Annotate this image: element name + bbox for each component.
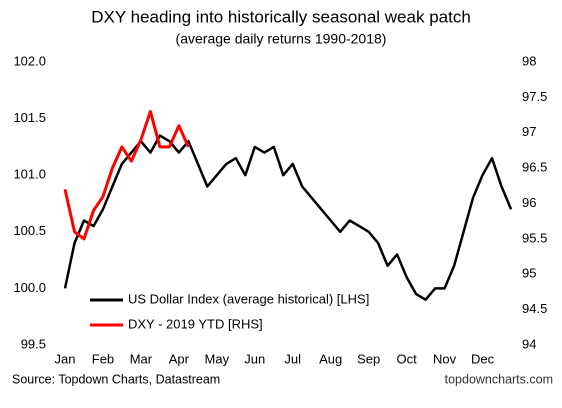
y-tick-label: 99.5 (21, 336, 46, 351)
y-tick-label: 101.5 (13, 110, 46, 125)
y2-tick-label: 95.5 (522, 230, 547, 245)
x-tick-label: Dec (471, 351, 495, 366)
chart-subtitle: (average daily returns 1990-2018) (176, 31, 387, 47)
watermark: topdowncharts.com (445, 372, 553, 386)
x-tick-label: May (205, 351, 230, 366)
x-tick-label: Mar (130, 351, 153, 366)
x-tick-label: Nov (433, 351, 457, 366)
x-tick-label: Sep (357, 351, 380, 366)
y-tick-label: 102.0 (13, 53, 46, 68)
y-tick-label: 100.5 (13, 223, 46, 238)
y2-tick-label: 94 (522, 336, 536, 351)
legend-label: DXY - 2019 YTD [RHS] (128, 316, 263, 331)
x-tick-label: Jun (244, 351, 265, 366)
y2-tick-label: 97 (522, 124, 536, 139)
chart-title: DXY heading into historically seasonal w… (91, 7, 471, 26)
legend-label: US Dollar Index (average historical) [LH… (128, 291, 369, 306)
y2-tick-label: 96 (522, 195, 536, 210)
y2-tick-label: 96.5 (522, 160, 547, 175)
x-tick-label: Feb (92, 351, 114, 366)
y2-tick-label: 97.5 (522, 89, 547, 104)
data-line (63, 110, 190, 241)
x-tick-label: Jan (55, 351, 76, 366)
x-tick-label: Oct (396, 351, 417, 366)
y2-tick-label: 98 (522, 53, 536, 68)
y2-tick-label: 95 (522, 266, 536, 281)
source-note: Source: Topdown Charts, Datastream (12, 372, 220, 386)
x-tick-label: Aug (319, 351, 342, 366)
y2-tick-label: 94.5 (522, 301, 547, 316)
y-tick-label: 101.0 (13, 167, 46, 182)
x-tick-label: Apr (169, 351, 190, 366)
x-tick-label: Jul (284, 351, 301, 366)
y-tick-label: 100.0 (13, 280, 46, 295)
